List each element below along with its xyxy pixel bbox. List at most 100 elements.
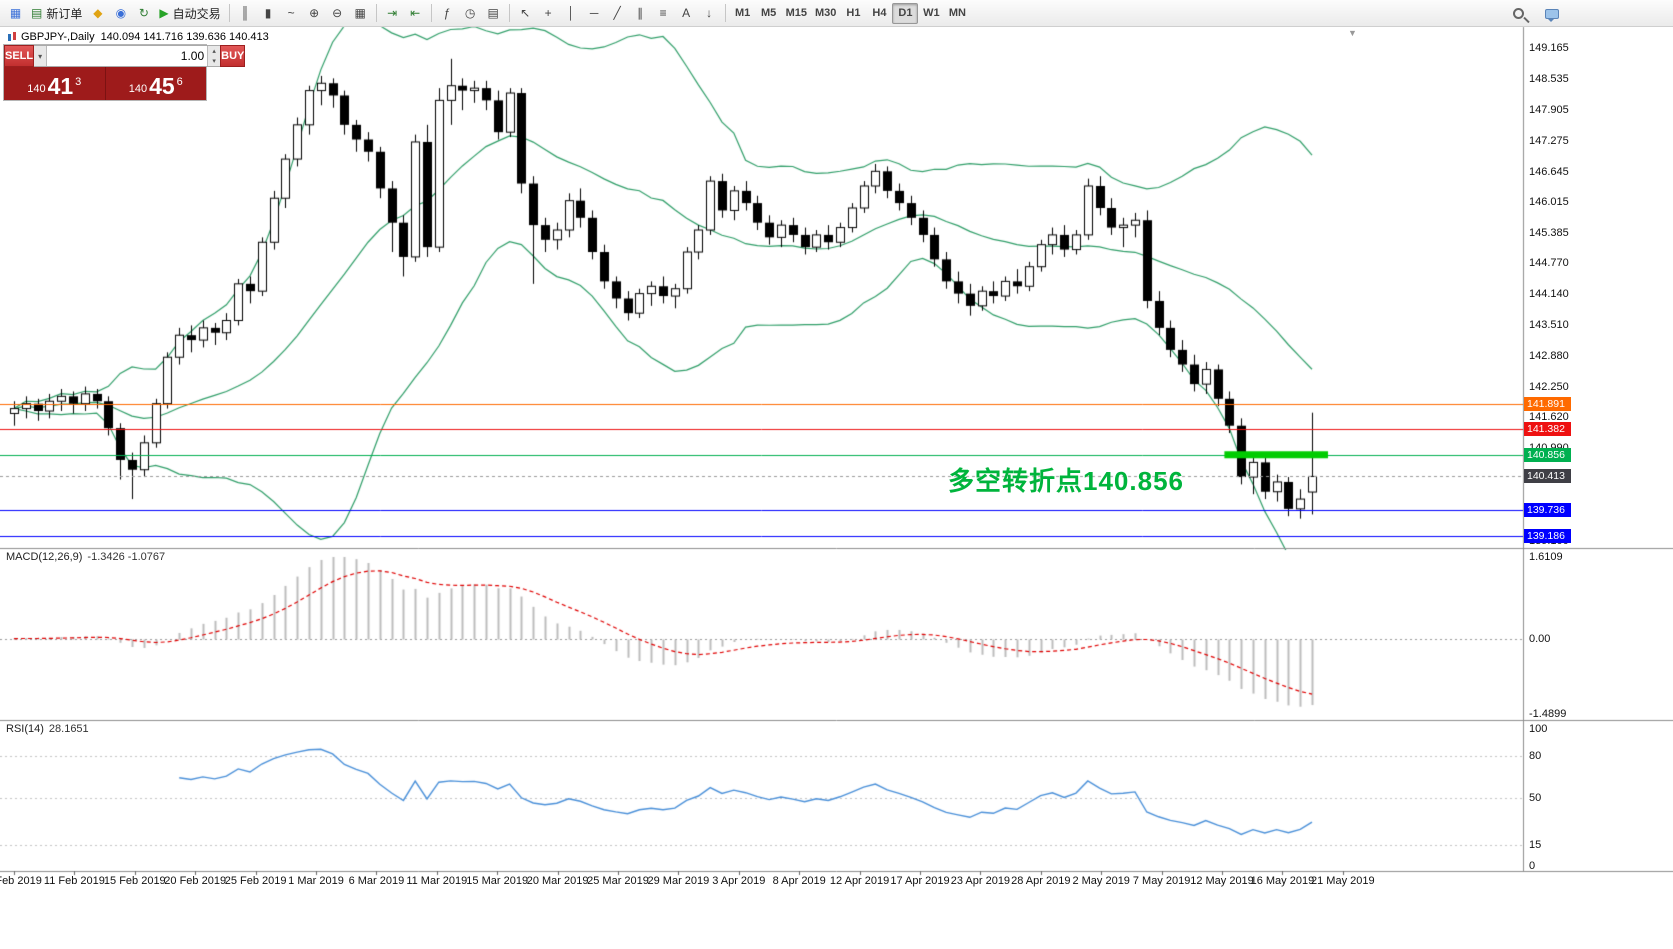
trade-controls-row: SELL ▾ ▴▾ BUY: [4, 45, 246, 67]
line-chart-button[interactable]: ~: [280, 3, 303, 24]
channel-button[interactable]: ∥: [629, 3, 652, 24]
autotrading-button[interactable]: ▶ 自动交易: [155, 3, 224, 24]
chart-window-button[interactable]: ▦: [4, 3, 27, 24]
price-tick: 147.275: [1529, 134, 1569, 147]
time-axis-label: 17 Apr 2019: [890, 875, 950, 887]
price-tick: 144.770: [1529, 257, 1569, 270]
toolbar-standard-group: ▦ ▤ 新订单 ◆ ◉ ↻ ▶ 自动交易: [4, 0, 225, 26]
metaeditor-button[interactable]: ◆: [86, 3, 109, 24]
periods-dropdown-button[interactable]: ◷: [459, 3, 482, 24]
macd-axis-label: 0.00: [1529, 632, 1551, 645]
new-order-button[interactable]: ▤ 新订单: [27, 3, 86, 24]
pivot-annotation: 多空转折点140.856: [948, 466, 1184, 496]
chart-shift-icon: ⇤: [410, 6, 421, 20]
refresh-button[interactable]: ↻: [132, 3, 155, 24]
sell-button[interactable]: SELL: [4, 45, 35, 67]
time-axis-label: 11 Feb 2019: [43, 875, 105, 887]
timeframe-h1[interactable]: H1: [846, 7, 861, 19]
price-badge: 139.736: [1524, 502, 1571, 517]
arrows-icon: ↓: [706, 6, 713, 20]
arrows-button[interactable]: ↓: [698, 3, 721, 24]
refresh-icon: ↻: [138, 6, 149, 20]
timeframe-h4[interactable]: H4: [872, 7, 887, 19]
rsi-label: RSI(14) 28.1651: [6, 723, 89, 735]
zoom-in-button[interactable]: ⊕: [303, 3, 326, 24]
chart-shift-button[interactable]: ⇤: [404, 3, 427, 24]
toolbar-separator: [228, 4, 230, 22]
price-tick: 142.880: [1529, 349, 1569, 362]
horizontal-line-button[interactable]: ─: [583, 3, 606, 24]
time-axis-label: 25 Mar 2019: [587, 875, 649, 887]
cursor-button[interactable]: ↖: [514, 3, 537, 24]
toolbar-insert-group: ƒ ◷ ▤: [436, 0, 505, 26]
time-axis-label: 6 Mar 2019: [348, 875, 405, 887]
bar-chart-button[interactable]: ║: [234, 3, 257, 24]
auto-scroll-button[interactable]: ⇥: [381, 3, 404, 24]
zoom-in-icon: ⊕: [309, 6, 320, 20]
auto-scroll-icon: ⇥: [387, 6, 398, 20]
candlestick-button[interactable]: ▮: [257, 3, 280, 24]
timeframe-d1[interactable]: D1: [892, 2, 919, 24]
buy-button[interactable]: BUY: [220, 45, 246, 67]
vertical-line-button[interactable]: │: [560, 3, 583, 24]
autotrading-label: 自动交易: [172, 6, 221, 21]
macd-axis-label: -1.4899: [1529, 708, 1567, 720]
rsi-axis-label: 0: [1529, 860, 1536, 872]
price-tick: 146.645: [1529, 165, 1569, 178]
sell-price[interactable]: 140 41 3: [4, 67, 106, 100]
time-axis-label: 25 Feb 2019: [224, 875, 287, 887]
price-tick: 147.905: [1529, 103, 1569, 116]
price-tick: 148.535: [1529, 73, 1569, 86]
volume-dropdown-arrow-icon[interactable]: ▾: [34, 46, 48, 66]
chart-title: GBPJPY-,Daily 140.094 141.716 139.636 14…: [7, 31, 269, 43]
timeframe-m1[interactable]: M1: [734, 7, 751, 19]
stepper-up-icon[interactable]: ▴: [212, 47, 216, 55]
timeframe-m15[interactable]: M15: [785, 7, 808, 19]
timeframe-w1[interactable]: W1: [923, 7, 940, 19]
toolbar-separator: [724, 4, 726, 22]
buy-price[interactable]: 140 45 6: [105, 67, 206, 100]
zoom-out-button[interactable]: ⊖: [326, 3, 349, 24]
volume-input[interactable]: [47, 46, 208, 66]
time-axis-label: 1 Mar 2019: [288, 875, 344, 887]
time-axis-label: 12 May 2019: [1190, 875, 1254, 887]
indicators-button[interactable]: ƒ: [436, 3, 459, 24]
ohlc-values: 140.094 141.716 139.636 140.413: [100, 31, 269, 43]
channel-icon: ∥: [637, 6, 644, 20]
crosshair-button[interactable]: +: [537, 3, 560, 24]
trendline-button[interactable]: ╱: [606, 3, 629, 24]
price-badge: 139.186: [1524, 529, 1571, 544]
time-axis-label: 20 Mar 2019: [526, 875, 589, 887]
fibonacci-button[interactable]: ≡: [652, 3, 675, 24]
toolbar-draw-group: ↖ + │ ─ ╱ ∥ ≡ A ↓: [514, 0, 721, 26]
timeframe-m30[interactable]: M30: [815, 7, 837, 19]
time-axis-label: 11 Mar 2019: [406, 875, 468, 887]
chat-button[interactable]: [1540, 3, 1563, 24]
time-axis-label: 12 Apr 2019: [829, 875, 890, 887]
time-axis-label: 20 Feb 2019: [164, 875, 227, 887]
scroll-marker-icon[interactable]: ▼: [1348, 28, 1357, 38]
buy-price-whole: 140: [128, 83, 148, 95]
rsi-axis-label: 80: [1529, 750, 1542, 763]
rsi-axis-label: 100: [1529, 723, 1548, 735]
search-button[interactable]: [1507, 3, 1530, 24]
sell-price-point: 3: [75, 76, 82, 88]
timeframe-m5[interactable]: M5: [760, 7, 777, 19]
templates-button[interactable]: ▤: [482, 3, 505, 24]
stepper-down-icon[interactable]: ▾: [212, 57, 216, 65]
community-button[interactable]: ◉: [109, 3, 132, 24]
trendline-icon: ╱: [613, 6, 621, 20]
macd-values: -1.3426 -1.0767: [87, 551, 166, 563]
price-tick: 143.510: [1529, 318, 1569, 331]
autotrading-icon: ▶: [159, 6, 169, 20]
price-badge: 140.413: [1524, 469, 1571, 484]
time-axis-label: 8 Apr 2019: [772, 875, 826, 887]
toolbar-scroll-group: ⇥ ⇤: [381, 0, 427, 26]
tile-windows-button[interactable]: ▦: [349, 3, 372, 24]
text-button[interactable]: A: [675, 3, 698, 24]
timeframe-mn[interactable]: MN: [948, 7, 966, 19]
rsi-name: RSI(14): [6, 723, 44, 735]
symbol-period-label: GBPJPY-,Daily: [21, 31, 95, 43]
volume-stepper[interactable]: ▴ ▾: [207, 46, 221, 66]
